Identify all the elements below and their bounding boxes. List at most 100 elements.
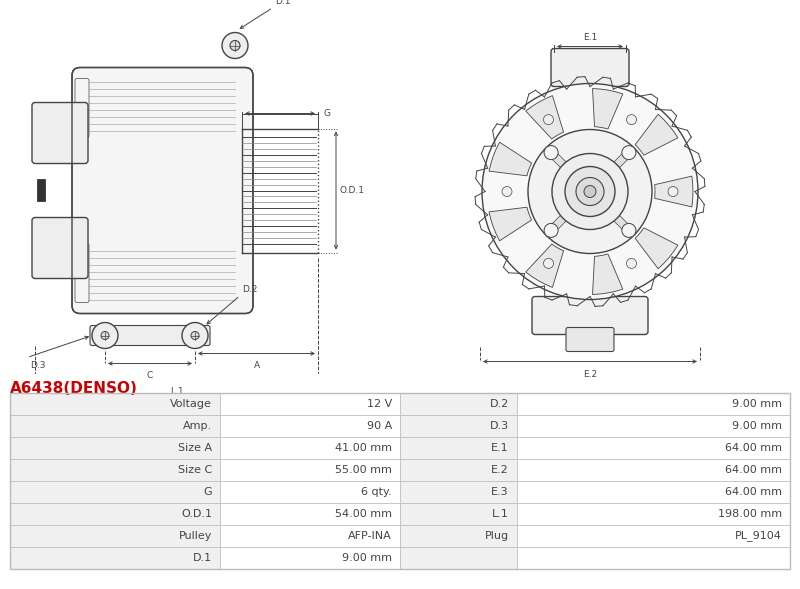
FancyBboxPatch shape	[551, 48, 629, 87]
Circle shape	[482, 84, 698, 300]
Text: 12 V: 12 V	[366, 399, 392, 409]
Text: Amp.: Amp.	[183, 421, 212, 431]
Text: D.3: D.3	[30, 361, 46, 370]
Circle shape	[543, 259, 554, 269]
Text: E.1: E.1	[491, 443, 509, 453]
Circle shape	[182, 323, 208, 349]
Circle shape	[584, 186, 596, 197]
Bar	[517, 459, 790, 481]
Text: Pulley: Pulley	[178, 531, 212, 541]
FancyBboxPatch shape	[566, 327, 614, 352]
FancyArrow shape	[587, 188, 628, 229]
Text: G: G	[323, 109, 330, 118]
Text: E.1: E.1	[583, 32, 597, 41]
Bar	[10, 481, 220, 503]
Bar	[517, 547, 790, 569]
Circle shape	[622, 145, 636, 160]
Polygon shape	[489, 142, 531, 176]
Text: C: C	[147, 370, 153, 379]
Bar	[10, 437, 220, 459]
Bar	[220, 437, 400, 459]
Text: O.D.1: O.D.1	[181, 509, 212, 519]
Bar	[220, 525, 400, 547]
Bar	[400, 503, 517, 525]
Text: E.2: E.2	[583, 369, 597, 379]
Circle shape	[668, 187, 678, 197]
FancyArrow shape	[587, 154, 628, 194]
Text: D.2: D.2	[490, 399, 509, 409]
Circle shape	[552, 154, 628, 230]
Circle shape	[191, 332, 199, 339]
Polygon shape	[489, 207, 531, 241]
Bar	[400, 459, 517, 481]
Text: D.3: D.3	[490, 421, 509, 431]
Bar	[517, 503, 790, 525]
Circle shape	[92, 323, 118, 349]
Bar	[10, 525, 220, 547]
Bar	[10, 459, 220, 481]
Circle shape	[101, 332, 109, 339]
Bar	[517, 415, 790, 437]
FancyBboxPatch shape	[75, 78, 89, 137]
Text: G: G	[203, 487, 212, 497]
FancyBboxPatch shape	[90, 326, 210, 346]
Bar	[517, 393, 790, 415]
Text: 9.00 mm: 9.00 mm	[732, 399, 782, 409]
Text: Plug: Plug	[485, 531, 509, 541]
Text: Voltage: Voltage	[170, 399, 212, 409]
Text: L.1: L.1	[492, 509, 509, 519]
Circle shape	[502, 187, 512, 197]
Text: D.1: D.1	[275, 0, 290, 5]
Circle shape	[230, 41, 240, 51]
Text: D.2: D.2	[242, 284, 258, 293]
Bar	[10, 393, 790, 569]
Text: 9.00 mm: 9.00 mm	[342, 553, 392, 563]
Bar	[400, 525, 517, 547]
Text: E.2: E.2	[491, 465, 509, 475]
Text: 64.00 mm: 64.00 mm	[725, 487, 782, 497]
Text: 198.00 mm: 198.00 mm	[718, 509, 782, 519]
Polygon shape	[635, 114, 678, 155]
Bar	[10, 547, 220, 569]
Bar	[220, 393, 400, 415]
FancyBboxPatch shape	[532, 296, 648, 335]
Bar	[400, 415, 517, 437]
Text: 64.00 mm: 64.00 mm	[725, 443, 782, 453]
FancyArrow shape	[552, 188, 593, 229]
Text: A: A	[254, 360, 259, 369]
FancyBboxPatch shape	[72, 68, 253, 313]
FancyBboxPatch shape	[32, 217, 88, 279]
Text: Size C: Size C	[178, 465, 212, 475]
Text: O.D.1: O.D.1	[340, 186, 365, 195]
Polygon shape	[654, 176, 693, 207]
Circle shape	[528, 130, 652, 253]
Text: 6 qty.: 6 qty.	[362, 487, 392, 497]
Bar	[10, 415, 220, 437]
Circle shape	[544, 145, 558, 160]
Text: L.1: L.1	[170, 386, 183, 395]
FancyArrow shape	[552, 154, 593, 194]
FancyBboxPatch shape	[32, 102, 88, 164]
Polygon shape	[593, 88, 623, 129]
Bar	[220, 503, 400, 525]
Circle shape	[626, 115, 637, 125]
Polygon shape	[526, 95, 563, 139]
Text: E.3: E.3	[491, 487, 509, 497]
Text: 90 A: 90 A	[366, 421, 392, 431]
Polygon shape	[635, 228, 678, 269]
Text: AFP-INA: AFP-INA	[348, 531, 392, 541]
Circle shape	[576, 177, 604, 206]
Bar	[85, 135, 240, 246]
Circle shape	[543, 115, 554, 125]
Bar	[400, 481, 517, 503]
Text: D.1: D.1	[193, 553, 212, 563]
Text: A6438(DENSO): A6438(DENSO)	[10, 381, 138, 396]
Bar	[220, 547, 400, 569]
Bar	[517, 525, 790, 547]
Bar	[400, 393, 517, 415]
Text: 54.00 mm: 54.00 mm	[335, 509, 392, 519]
Polygon shape	[526, 244, 563, 287]
Bar	[517, 481, 790, 503]
Bar	[37, 178, 45, 200]
Circle shape	[565, 167, 615, 217]
